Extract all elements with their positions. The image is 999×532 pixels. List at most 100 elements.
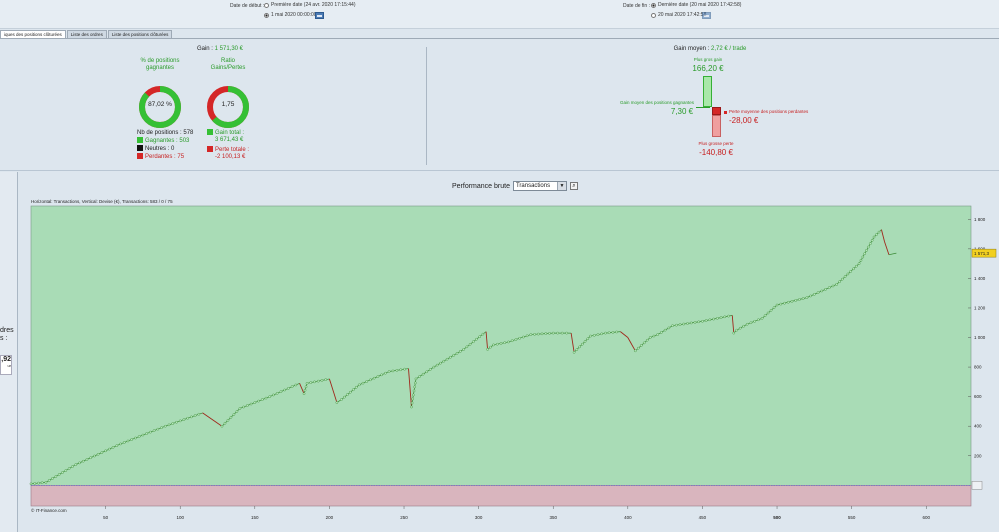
equity-point — [61, 471, 64, 474]
scroll-button — [971, 481, 983, 490]
equity-point — [391, 369, 395, 373]
equity-point — [813, 293, 816, 296]
equity-point — [824, 288, 827, 291]
equity-point — [309, 381, 313, 384]
equity-point — [772, 306, 776, 309]
side-fragment-2: s : — [0, 335, 8, 342]
performance-chart: 200 400 600 800 1 000 1 200 1 400 1 600 1 800 50 1… — [29, 199, 997, 520]
equity-point — [253, 401, 257, 404]
start-option-custom[interactable]: 1 mai 2020 00:00:00 — [264, 12, 317, 18]
equity-point — [578, 345, 581, 349]
chevron-down-icon[interactable]: ▼ — [556, 182, 566, 190]
avg-gain-marker — [696, 107, 710, 108]
biggest-loss-label: Plus grosse perte — [698, 141, 734, 146]
equity-point — [33, 482, 37, 485]
equity-point — [827, 286, 831, 289]
equity-point — [801, 297, 805, 300]
biggest-loss-value: -140,80 € — [699, 148, 733, 157]
equity-point — [581, 342, 584, 346]
equity-point — [760, 317, 764, 320]
equity-point — [93, 454, 96, 458]
gain-total-value: 3 671,43 € — [215, 137, 244, 143]
radio-last-date[interactable] — [651, 2, 656, 8]
equity-point — [556, 331, 559, 335]
equity-point — [108, 447, 111, 451]
x-tick-label: 400 — [624, 515, 632, 520]
x-tick-label: 350 — [549, 515, 557, 520]
current-value-badge — [971, 248, 997, 258]
equity-point — [287, 387, 290, 390]
equity-point — [115, 444, 119, 447]
zoom-icon[interactable]: ⌕ — [569, 182, 578, 190]
equity-point — [849, 270, 853, 273]
equity-point — [410, 405, 413, 409]
x-tick-label: 600 — [922, 515, 930, 520]
equity-point — [583, 340, 587, 343]
gain-total-row: Gain total : — [207, 129, 249, 137]
y-tick-label: 1 000 — [974, 335, 986, 340]
y-tick-label: 800 — [974, 365, 982, 370]
tab-underline — [0, 38, 999, 39]
equity-point — [445, 357, 449, 361]
radio-first-date[interactable] — [264, 2, 269, 8]
equity-point — [489, 345, 492, 349]
equity-point — [290, 385, 294, 388]
equity-point — [548, 332, 551, 335]
radio-custom-start[interactable] — [264, 12, 269, 18]
start-option-first[interactable]: Première date (24 avr. 2020 17:15:44) — [264, 2, 356, 8]
avg-gain-value: 2,72 € / trade — [711, 46, 747, 52]
equity-point — [586, 337, 590, 341]
ratio-donut — [207, 86, 249, 128]
equity-point — [226, 418, 230, 422]
equity-point — [471, 340, 475, 344]
tab-closed-positions-stats[interactable]: iques des positions clôturées — [0, 30, 66, 38]
performance-mode-select[interactable]: Transactions ▼ — [512, 181, 567, 191]
tab-orders-list[interactable]: Liste des ordres — [66, 30, 107, 38]
tab-closed-positions-list[interactable]: Liste des positions clôturées — [107, 30, 173, 38]
equity-point — [877, 230, 881, 234]
equity-point — [74, 463, 78, 466]
end-option-custom[interactable]: 20 mai 2020 17:42:58 — [651, 12, 706, 18]
equity-point — [242, 405, 245, 409]
end-option-last[interactable]: Dernière date (20 mai 2020 17:42:58) — [651, 2, 741, 8]
equity-point — [697, 320, 700, 324]
pct-winning-title: % de positions gagnantes — [140, 58, 180, 71]
panel-divider — [426, 47, 427, 165]
equity-segment — [570, 333, 575, 353]
equity-point — [351, 388, 355, 392]
equity-point — [592, 334, 596, 337]
y-tick-label: 200 — [974, 453, 982, 458]
x-tick-label: 200 — [326, 515, 334, 520]
ratio-title: Ratio Gains/Pertes — [210, 58, 246, 71]
calendar-icon[interactable] — [315, 12, 324, 19]
equity-point — [686, 322, 689, 325]
equity-point — [235, 410, 239, 413]
equity-point — [178, 419, 182, 423]
equity-point — [525, 334, 529, 338]
tab-strip: iques des positions clôturées Liste des … — [0, 30, 173, 38]
equity-point — [85, 458, 89, 461]
equity-point — [522, 335, 525, 339]
equity-point — [130, 438, 134, 441]
equity-point — [320, 379, 324, 382]
equity-point — [111, 446, 115, 449]
equity-point — [156, 427, 160, 431]
biggest-gain-value: 166,20 € — [692, 64, 724, 73]
equity-point — [455, 351, 459, 355]
calendar-icon[interactable] — [702, 12, 711, 19]
equity-point — [163, 424, 167, 428]
losing-swatch — [137, 153, 143, 159]
equity-point — [868, 242, 872, 245]
equity-point — [249, 402, 253, 406]
equity-point — [89, 456, 92, 460]
equity-point — [152, 429, 156, 432]
equity-point — [775, 303, 779, 307]
equity-point — [514, 338, 518, 341]
neutral-swatch — [137, 145, 143, 151]
radio-custom-end[interactable] — [651, 12, 656, 18]
equity-point — [305, 382, 309, 385]
equity-point — [738, 326, 742, 330]
equity-point — [875, 233, 878, 236]
equity-point — [232, 413, 236, 416]
equity-point — [340, 398, 343, 401]
